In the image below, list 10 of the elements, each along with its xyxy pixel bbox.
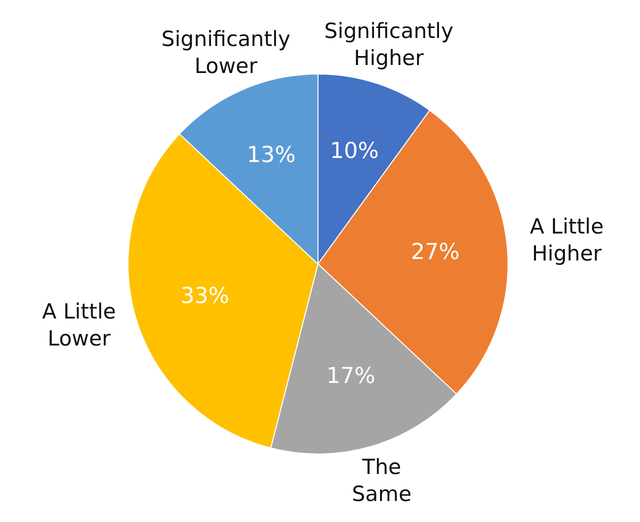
slice-label: Significantly Higher [324,18,454,70]
slice-label: A Little Higher [530,214,604,266]
slice-label: Significantly Lower [161,26,290,78]
data-label: 10% [330,138,379,164]
slice-label: A Little Lower [42,299,116,350]
data-label: 13% [246,142,296,168]
data-label: 27% [410,240,460,265]
data-label: 33% [180,284,230,309]
data-label: 17% [326,364,376,390]
slice-label: The Same [352,454,412,506]
